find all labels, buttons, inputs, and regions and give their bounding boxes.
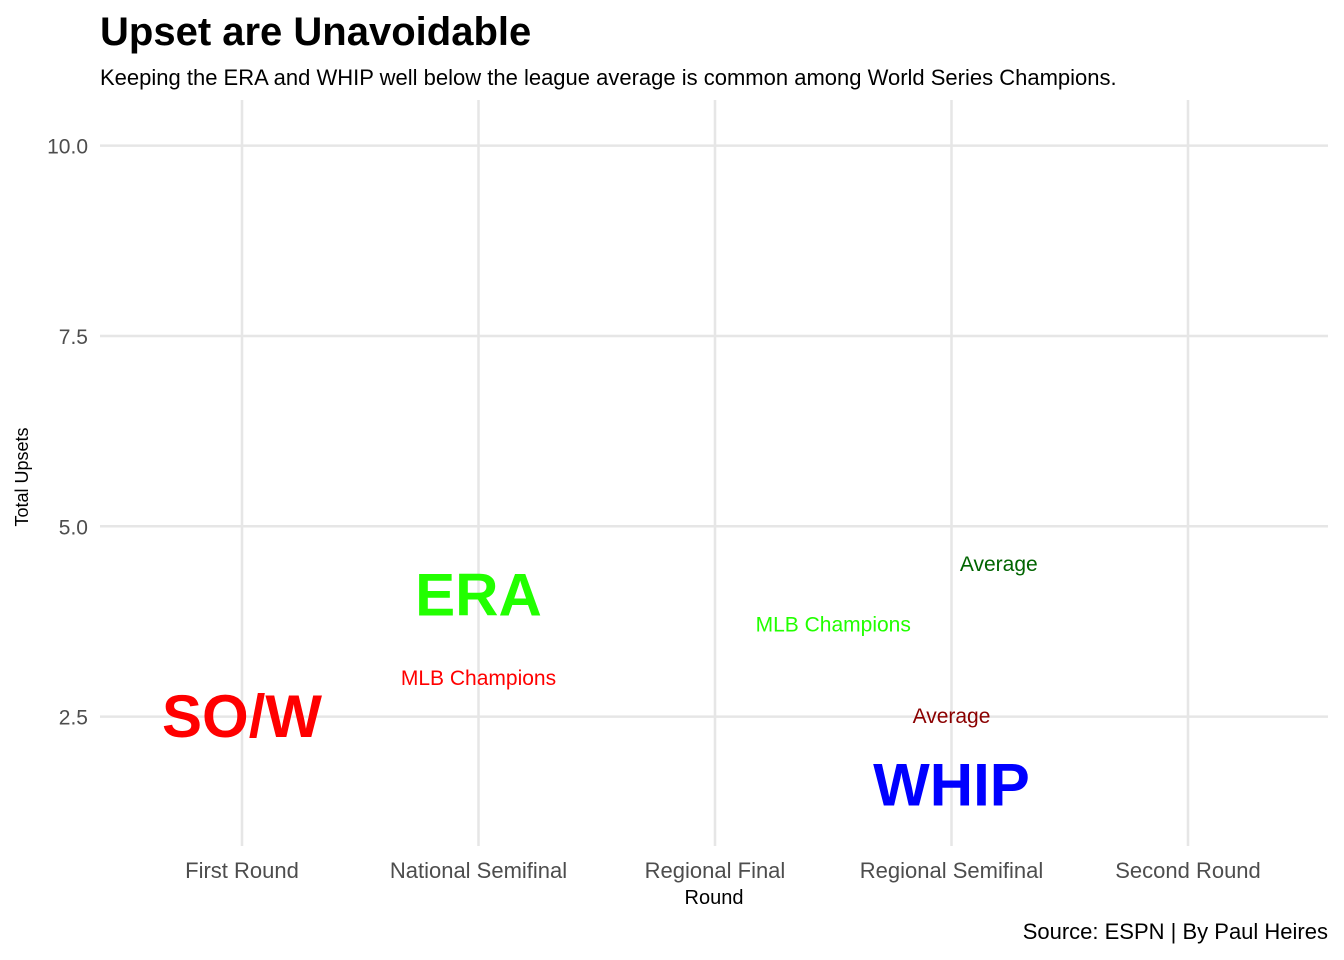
y-tick-label: 7.5 xyxy=(59,326,88,349)
metric-label-annotation: ERA xyxy=(415,561,542,628)
group-label-annotation: Average xyxy=(913,705,991,728)
y-tick-label: 5.0 xyxy=(59,516,88,539)
chart-annotations: SO/W ERA WHIP MLB Champions MLB Champions Ave… xyxy=(162,553,1038,819)
metric-label-annotation: SO/W xyxy=(162,683,322,750)
y-tick-labels: 2.5 5.0 7.5 10.0 xyxy=(47,136,88,730)
x-tick-labels: First Round National Semifinal Regional Fi… xyxy=(185,858,1261,883)
y-tick-label: 2.5 xyxy=(59,707,88,730)
x-axis-label: Round xyxy=(685,887,744,909)
x-tick-label: First Round xyxy=(185,858,299,883)
group-label-annotation: Average xyxy=(960,553,1038,576)
x-tick-label: Regional Semifinal xyxy=(860,858,1043,883)
metric-label-annotation: WHIP xyxy=(873,752,1030,819)
x-tick-label: Second Round xyxy=(1115,858,1261,883)
chart-title: Upset are Unavoidable xyxy=(100,10,532,54)
chart-caption: Source: ESPN | By Paul Heires xyxy=(1022,919,1328,944)
x-gridlines xyxy=(240,100,1190,846)
x-tick-label: National Semifinal xyxy=(390,858,567,883)
y-tick-label: 10.0 xyxy=(47,136,88,159)
y-axis-label: Total Upsets xyxy=(12,427,32,526)
chart-subtitle: Keeping the ERA and WHIP well below the … xyxy=(100,65,1117,90)
x-tick-label: Regional Final xyxy=(645,858,786,883)
y-gridlines xyxy=(100,144,1328,718)
group-label-annotation: MLB Champions xyxy=(401,667,556,690)
group-label-annotation: MLB Champions xyxy=(756,614,911,637)
